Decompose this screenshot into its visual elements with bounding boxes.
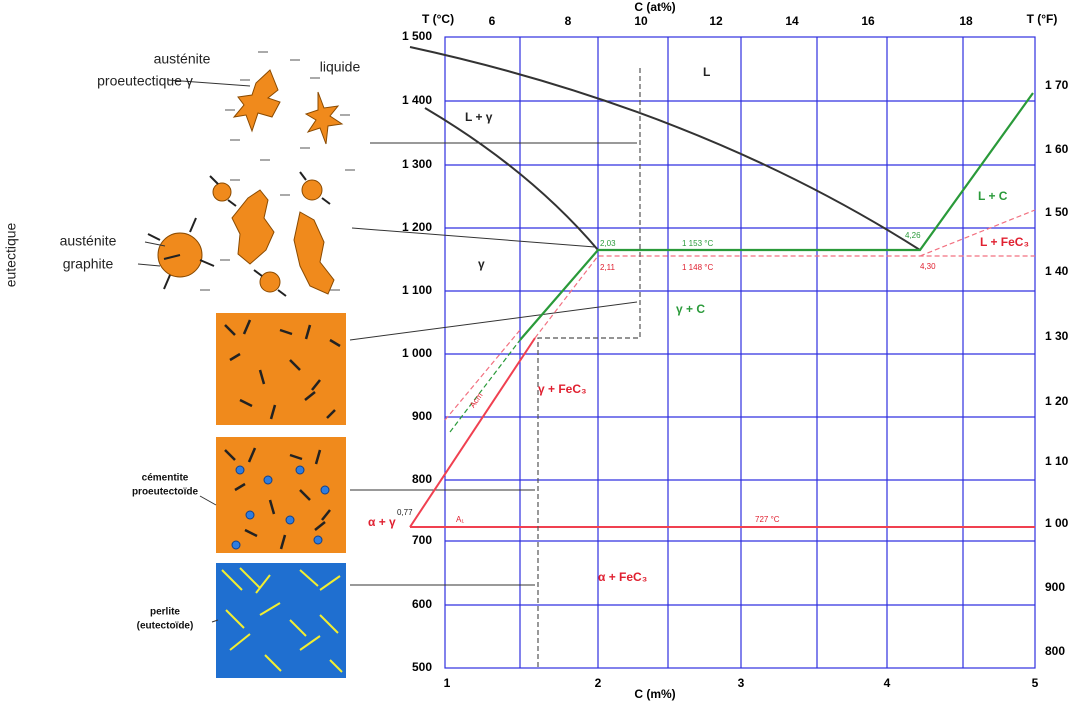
region-label: L + C xyxy=(978,189,1008,203)
side-label: eutectique xyxy=(3,222,19,287)
micrograph-label: austénite xyxy=(60,233,117,249)
right-tick-label: 900 xyxy=(1045,580,1065,594)
top-axis-title: C (at%) xyxy=(634,0,675,14)
micrograph-label: perlite xyxy=(150,607,180,618)
top-tick-label: 14 xyxy=(785,14,799,28)
top-tick-label: 10 xyxy=(634,14,648,28)
bottom-tick-label: 1 xyxy=(444,676,451,690)
right-tick-label: 1 40 xyxy=(1045,264,1069,278)
left-tick-label: 800 xyxy=(412,472,432,486)
annotation: 2,03 xyxy=(600,239,616,248)
annotation: 727 °C xyxy=(755,515,780,524)
top-tick-label: 16 xyxy=(861,14,875,28)
region-label: L xyxy=(703,65,710,79)
micrograph-label: liquide xyxy=(320,59,361,75)
left-tick-label: 600 xyxy=(412,597,432,611)
left-tick-label: 500 xyxy=(412,660,432,674)
top-tick-label: 18 xyxy=(959,14,973,28)
phase-diagram: T (°C)T (°F)C (at%)C (m%)1 5001 4001 300… xyxy=(0,0,1073,702)
top-tick-label: 6 xyxy=(489,14,496,28)
right-tick-label: 1 60 xyxy=(1045,142,1069,156)
right-axis-title: T (°F) xyxy=(1027,12,1058,26)
top-tick-label: 12 xyxy=(709,14,723,28)
region-label: γ + FeC₃ xyxy=(538,382,587,396)
bottom-tick-label: 5 xyxy=(1032,676,1039,690)
region-label: α + FeC₃ xyxy=(598,570,647,584)
micrograph-label: austénite xyxy=(154,51,211,67)
right-tick-label: 1 10 xyxy=(1045,454,1069,468)
micrograph-label: proeutectique γ xyxy=(97,73,193,89)
bottom-axis-title: C (m%) xyxy=(634,687,675,701)
micrograph-label: (eutectoïde) xyxy=(137,621,194,632)
micrograph-label: cémentite xyxy=(142,473,189,484)
bottom-tick-label: 3 xyxy=(738,676,745,690)
micrograph-label: graphite xyxy=(63,256,114,272)
right-tick-label: 800 xyxy=(1045,644,1065,658)
right-tick-label: 1 30 xyxy=(1045,329,1069,343)
left-tick-label: 1 400 xyxy=(402,93,432,107)
bottom-tick-label: 2 xyxy=(595,676,602,690)
left-tick-label: 1 500 xyxy=(402,29,432,43)
right-tick-label: 1 20 xyxy=(1045,394,1069,408)
region-label: γ + C xyxy=(676,302,705,316)
region-label: L + γ xyxy=(465,110,493,124)
right-tick-label: 1 70 xyxy=(1045,78,1069,92)
bottom-tick-label: 4 xyxy=(884,676,891,690)
annotation: 2,11 xyxy=(600,263,616,272)
annotation: 1 148 °C xyxy=(682,263,713,272)
left-tick-label: 1 300 xyxy=(402,157,432,171)
right-tick-label: 1 00 xyxy=(1045,516,1069,530)
background xyxy=(0,0,1073,702)
annotation: 4,30 xyxy=(920,262,936,271)
annotation: 4,26 xyxy=(905,231,921,240)
left-tick-label: 700 xyxy=(412,533,432,547)
annotation: A₁ xyxy=(456,515,464,524)
region-label: α + γ xyxy=(368,515,396,529)
right-tick-label: 1 50 xyxy=(1045,205,1069,219)
top-tick-label: 8 xyxy=(565,14,572,28)
annotation: 1 153 °C xyxy=(682,239,713,248)
micrograph-label: proeutectoïde xyxy=(132,487,199,498)
left-axis-title: T (°C) xyxy=(422,12,454,26)
left-tick-label: 1 100 xyxy=(402,283,432,297)
micrograph-proeutectoid xyxy=(216,437,346,553)
region-label: L + FeC₃ xyxy=(980,235,1029,249)
left-tick-label: 900 xyxy=(412,409,432,423)
region-label: γ xyxy=(478,257,485,271)
left-tick-label: 1 000 xyxy=(402,346,432,360)
left-tick-label: 1 200 xyxy=(402,220,432,234)
annotation: 0,77 xyxy=(397,508,413,517)
